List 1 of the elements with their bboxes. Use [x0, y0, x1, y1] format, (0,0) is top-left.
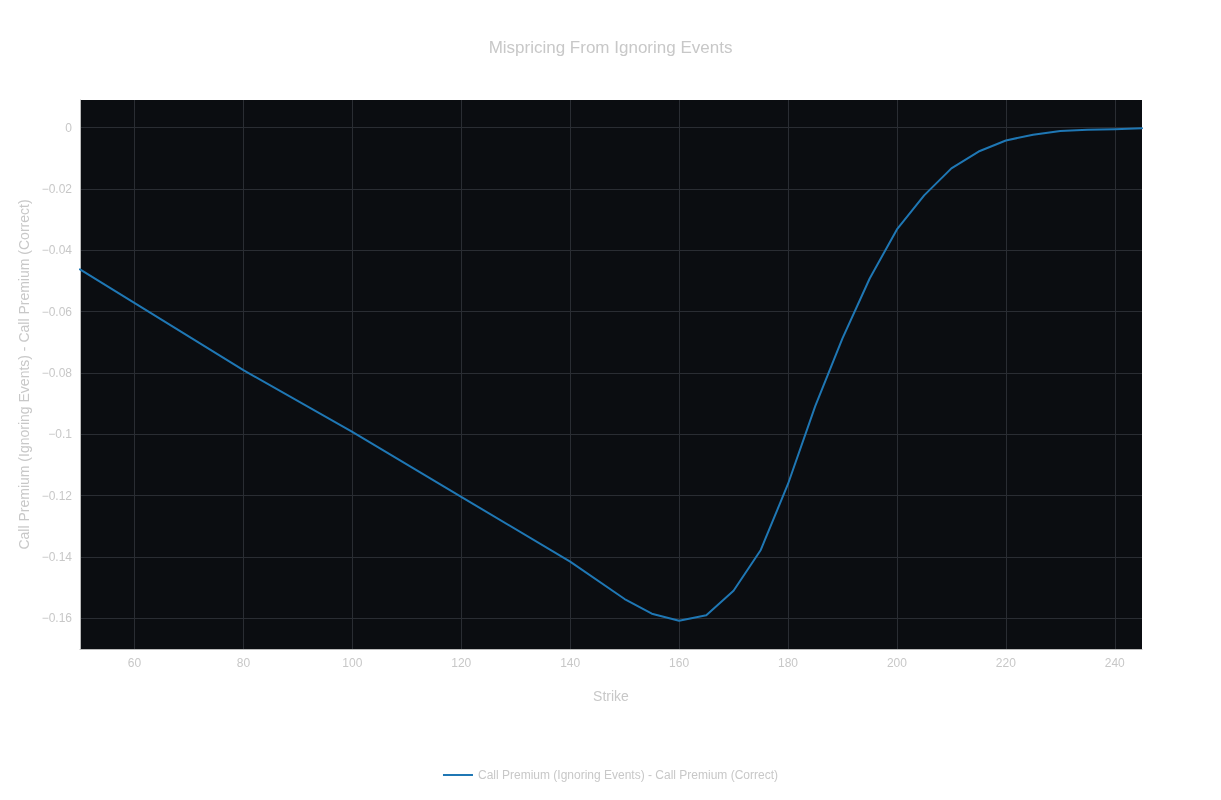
line-series — [79, 127, 1143, 622]
